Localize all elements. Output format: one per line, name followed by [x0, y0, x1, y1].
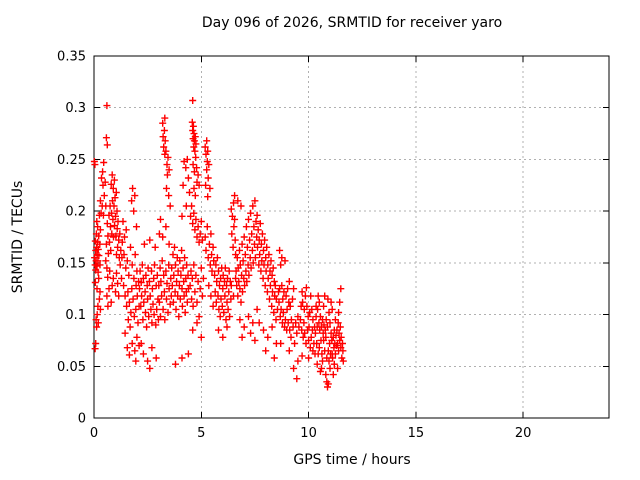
y-tick-label: 0.05 — [57, 360, 86, 375]
y-tick-label: 0.15 — [57, 256, 86, 271]
y-tick-label: 0 — [78, 412, 86, 427]
plot-border — [93, 55, 610, 419]
x-tick-label: 20 — [515, 426, 532, 441]
data-points — [90, 97, 347, 391]
y-tick-label: 0.1 — [65, 308, 86, 323]
y-tick-label: 0.25 — [57, 153, 86, 168]
x-tick-label: 5 — [197, 426, 205, 441]
y-tick-label: 0.35 — [57, 50, 86, 65]
grid-lines — [94, 56, 609, 418]
y-tick-label: 0.2 — [65, 205, 86, 220]
y-tick-label: 0.3 — [65, 101, 86, 116]
x-tick-label: 10 — [300, 426, 317, 441]
tick-marks — [93, 55, 609, 419]
x-axis-label: GPS time / hours — [293, 452, 411, 468]
x-tick-label: 0 — [90, 426, 98, 441]
x-tick-label: 15 — [408, 426, 425, 441]
chart-title: Day 096 of 2026, SRMTID for receiver yar… — [201, 15, 503, 31]
